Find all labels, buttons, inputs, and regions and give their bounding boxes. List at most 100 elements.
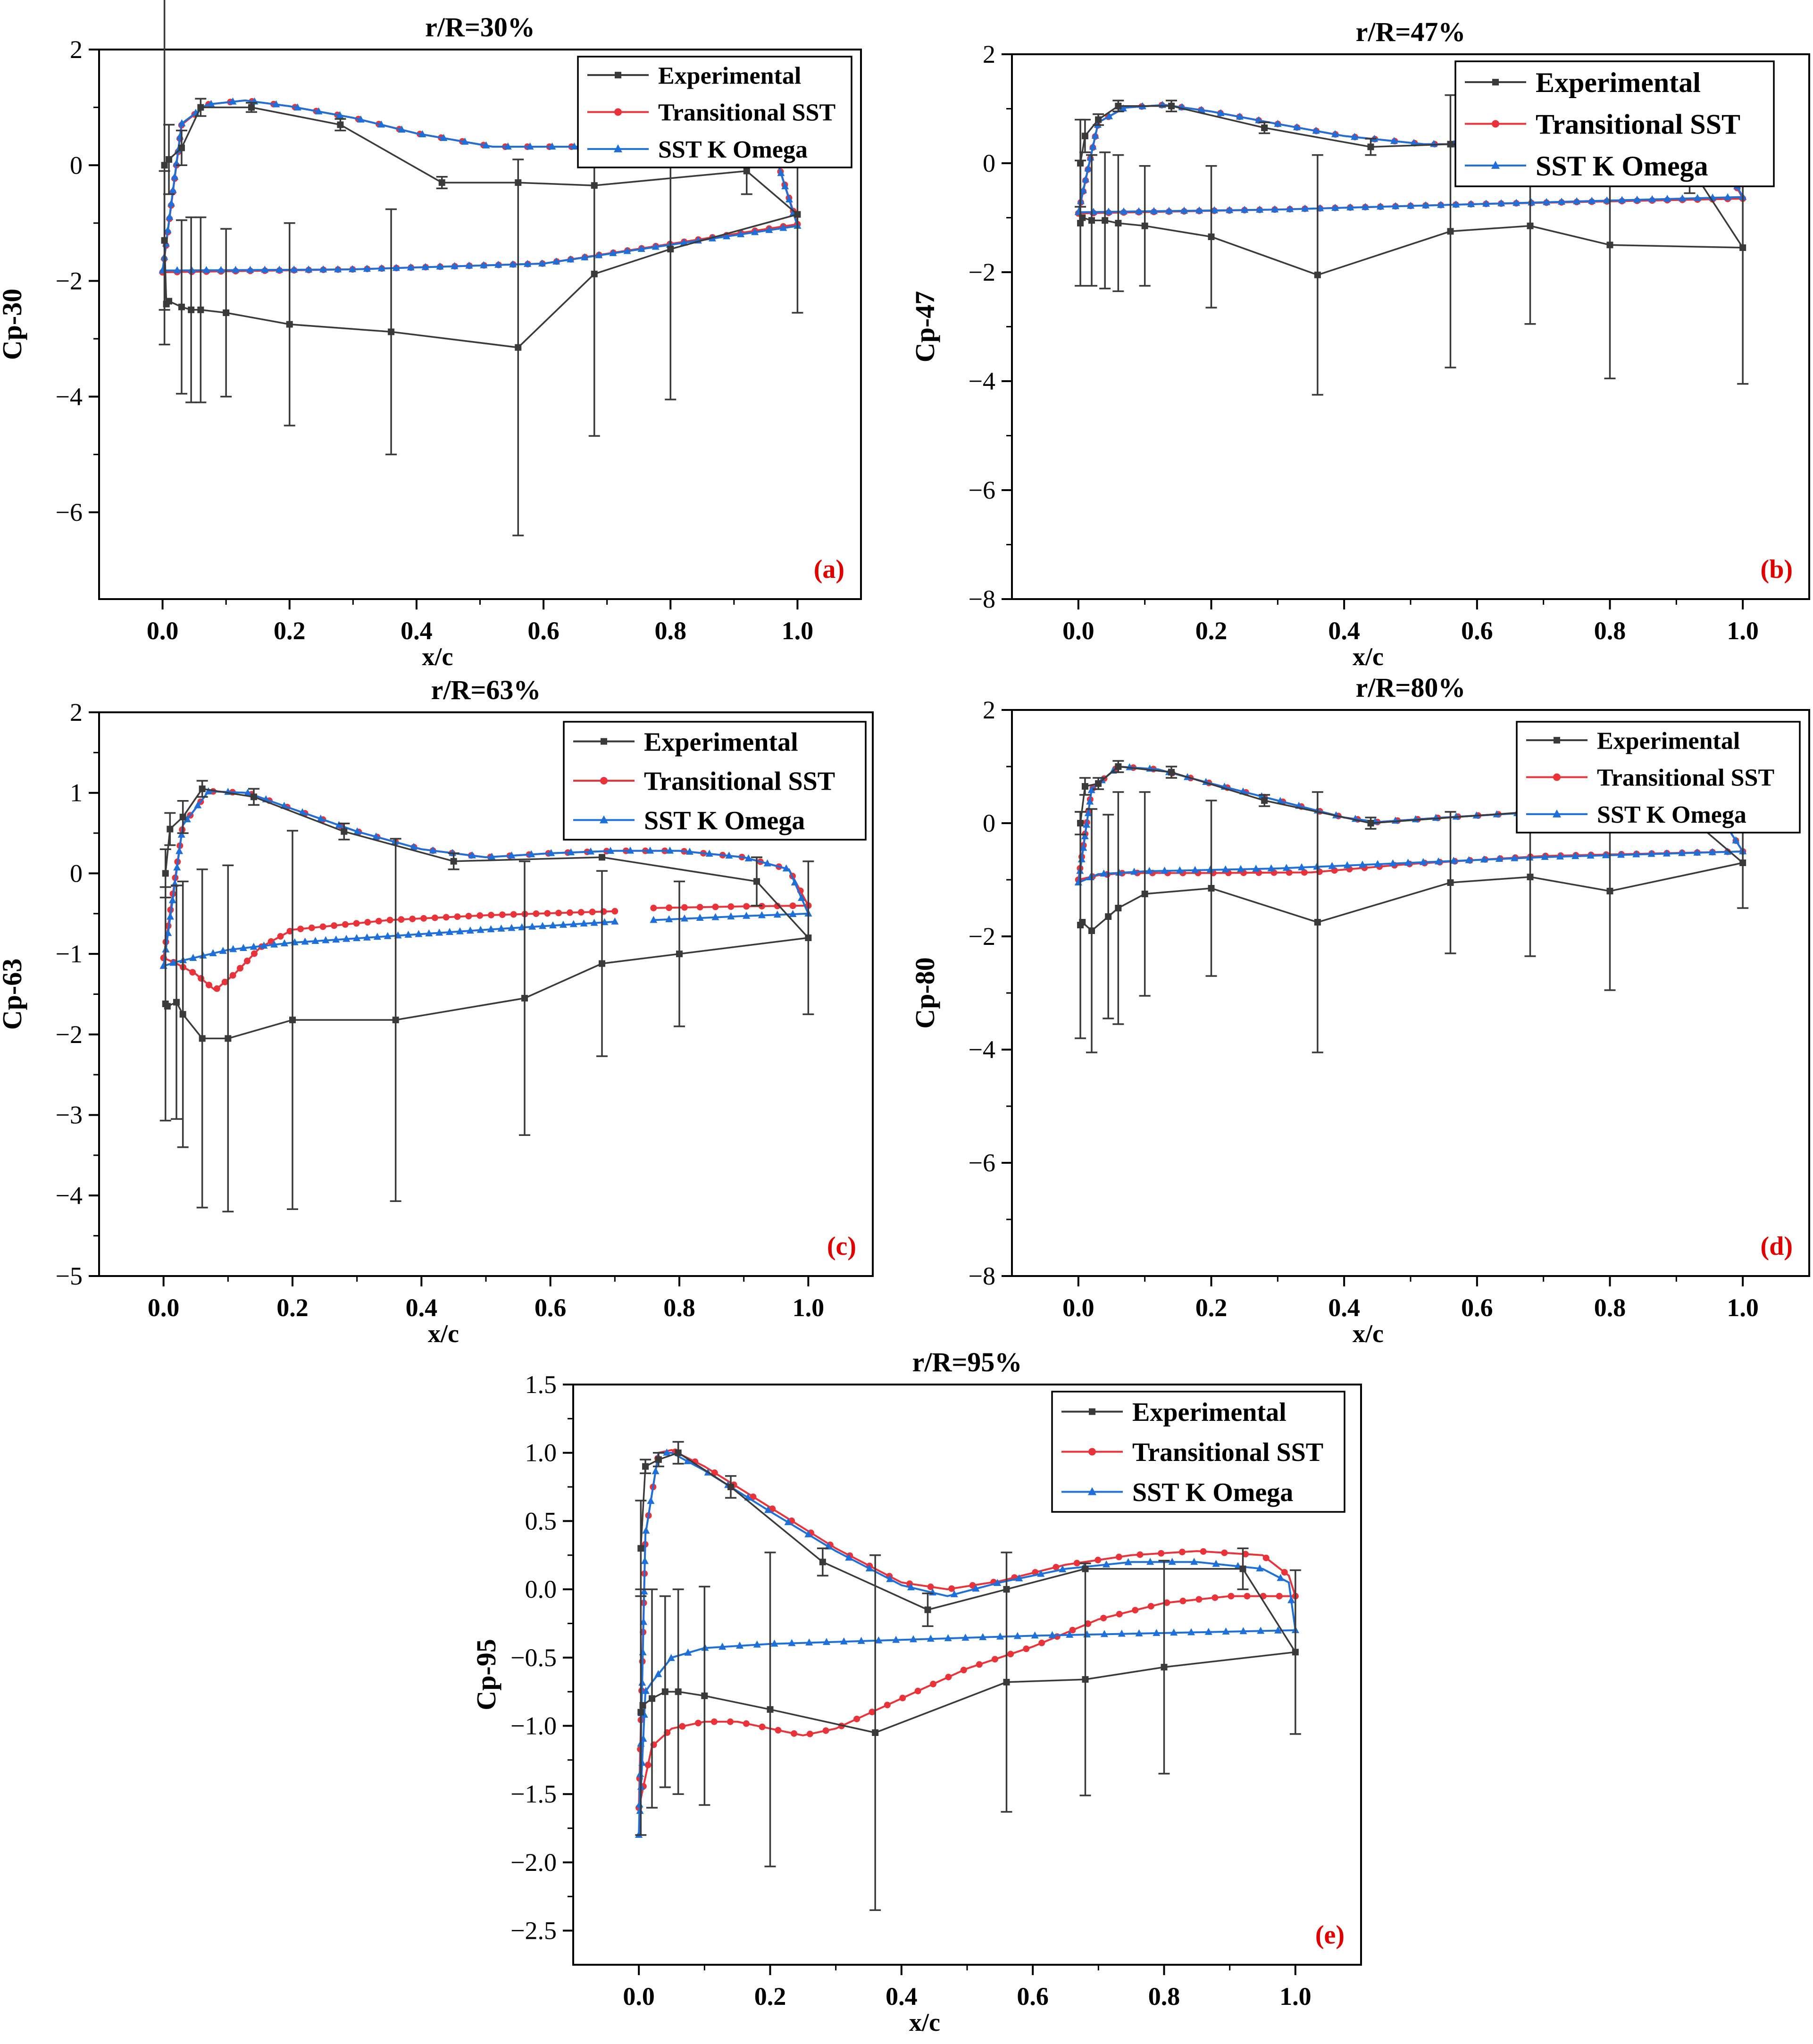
data-point (1480, 855, 1488, 863)
data-point (539, 922, 547, 929)
series-experimental (159, 0, 803, 536)
data-point (1422, 201, 1430, 209)
data-point (591, 182, 598, 189)
data-point (404, 930, 412, 938)
x-tick-label: 0.2 (1195, 617, 1228, 645)
data-point (1226, 206, 1234, 213)
legend-label: Transitional SST (644, 767, 835, 796)
data-point (806, 1730, 813, 1737)
data-point (637, 1545, 644, 1552)
legend-label: Transitional SST (658, 100, 835, 126)
data-point (569, 920, 577, 927)
data-point (229, 972, 236, 979)
y-axis-label: Cp-47 (910, 291, 940, 362)
data-point (1467, 200, 1475, 207)
x-tick-label: 1.0 (793, 1293, 825, 1322)
data-point (548, 142, 556, 150)
data-point (753, 878, 760, 885)
data-point (822, 1727, 829, 1734)
series-experimental (635, 1441, 1301, 1911)
legend-marker (1554, 737, 1560, 744)
x-tick-label: 0.0 (623, 1982, 655, 2011)
data-point (176, 132, 184, 140)
data-point (599, 960, 605, 967)
data-point (305, 265, 313, 273)
data-point (1298, 863, 1306, 870)
data-point (701, 1692, 708, 1699)
data-point (1079, 843, 1087, 851)
data-point (1168, 102, 1175, 109)
x-axis-label: x/c (1353, 642, 1384, 671)
y-tick-label: 1 (70, 779, 83, 807)
data-point (1165, 207, 1173, 214)
data-point (1150, 207, 1158, 214)
x-tick-label: 0.8 (1594, 617, 1626, 645)
y-tick-label: 0.0 (525, 1575, 557, 1603)
data-point (637, 1709, 644, 1716)
data-point (1663, 194, 1671, 202)
data-point (353, 827, 361, 834)
x-tick-label: 0.6 (1461, 1293, 1493, 1322)
data-point (791, 1730, 798, 1737)
data-point (372, 832, 380, 840)
data-point (1089, 142, 1097, 150)
data-point (1066, 1630, 1074, 1638)
data-point (1115, 102, 1122, 109)
y-tick-label: 0 (70, 151, 83, 179)
data-point (1447, 879, 1454, 886)
experimental-line (1079, 105, 1745, 276)
data-point (1447, 141, 1454, 148)
data-point (1077, 220, 1084, 227)
data-point (1314, 271, 1321, 278)
legend: Experimental Transitional SST SST K Omega (563, 721, 867, 841)
data-point (1100, 1615, 1107, 1622)
data-point (1178, 1549, 1186, 1556)
data-point (1082, 1565, 1089, 1572)
data-point (1276, 797, 1284, 804)
data-point (972, 1584, 980, 1592)
data-point (189, 969, 196, 976)
data-point (1556, 852, 1564, 859)
data-point (589, 909, 596, 916)
data-point (1410, 139, 1418, 146)
x-tick-label: 1.0 (1279, 1982, 1312, 2011)
data-point (675, 1449, 682, 1456)
data-point (1168, 1558, 1176, 1565)
data-point (875, 1636, 883, 1644)
data-point (331, 922, 338, 929)
data-point (179, 1011, 186, 1018)
data-point (219, 947, 227, 954)
y-tick-label: −6 (969, 476, 995, 504)
x-tick-label: 1.0 (1727, 1293, 1759, 1322)
data-point (364, 919, 371, 926)
x-tick-label: 0.6 (527, 617, 560, 645)
data-point (1204, 1627, 1212, 1635)
data-point (1511, 854, 1519, 861)
data-point (661, 1688, 668, 1695)
data-point (173, 863, 181, 871)
data-point (758, 911, 766, 918)
data-point (1190, 1558, 1198, 1565)
data-point (1267, 864, 1275, 872)
data-point (1088, 217, 1095, 224)
experimental-line (640, 1452, 1297, 1734)
legend-marker (600, 815, 608, 824)
data-point (638, 1678, 646, 1686)
data-point (907, 1583, 915, 1591)
data-point (1277, 1574, 1285, 1581)
data-point (322, 936, 330, 943)
y-tick-label: −4 (56, 1181, 83, 1210)
data-point (770, 1639, 778, 1647)
data-point (1200, 1548, 1207, 1555)
legend-marker (1492, 120, 1499, 128)
data-point (805, 1638, 813, 1646)
legend-label: Experimental (658, 62, 801, 89)
data-point (526, 142, 534, 150)
data-point (508, 851, 516, 859)
data-point (1115, 220, 1122, 227)
data-point (465, 913, 472, 920)
data-point (759, 1723, 766, 1730)
data-point (1419, 858, 1427, 865)
data-point (791, 878, 799, 886)
data-point (727, 903, 735, 910)
